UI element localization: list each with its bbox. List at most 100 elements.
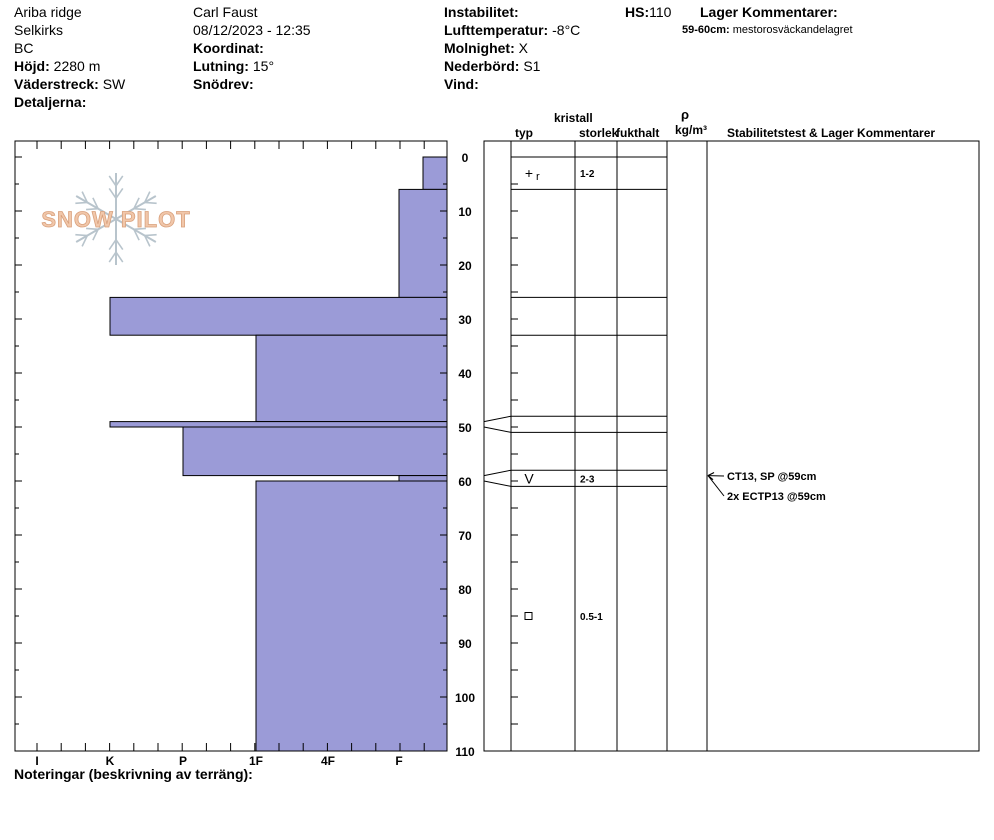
snowflake-branch xyxy=(144,201,157,205)
hardness-bar xyxy=(398,188,448,298)
aspect-label: Väderstreck: xyxy=(14,76,99,92)
snowflake-arm xyxy=(75,218,117,243)
col-crystal: kristall xyxy=(554,111,593,125)
snowflake-branch xyxy=(108,239,117,251)
stability-tests: CT13, SP @59cm 2x ECTP13 @59cm xyxy=(707,471,826,503)
snowflake-branch xyxy=(108,187,117,199)
hardness-bar xyxy=(182,426,448,477)
depth-axis: 0 10 20 30 40 50 60 70 80 90 100 110 xyxy=(15,151,475,759)
snowflake-branch xyxy=(115,251,124,263)
snowflake-arm xyxy=(75,195,117,220)
snowflake-branch xyxy=(133,227,146,231)
wind-label: Vind: xyxy=(444,76,479,92)
slope-label: Lutning: xyxy=(193,58,249,74)
snowflake-branch xyxy=(133,229,140,241)
crystal-suffix: r xyxy=(536,171,540,183)
hardness-bar xyxy=(422,156,448,190)
hardness-bar xyxy=(109,421,448,428)
aspect-row: Väderstreck: SW xyxy=(14,75,125,93)
layer-comment-text: mestorosväckandelagret xyxy=(732,24,853,36)
test-arrowhead xyxy=(707,472,715,480)
hardness-bar xyxy=(398,475,448,482)
wind-row: Vind: xyxy=(444,75,479,93)
snowflake-branch xyxy=(92,197,99,209)
region: BC xyxy=(14,40,34,56)
hardness-axis: I K P 1F 4F F xyxy=(35,141,425,768)
crystal-size: 2-3 xyxy=(580,474,595,485)
stability-test-label: 2x ECTP13 @59cm xyxy=(727,491,826,503)
depth-tick-label: 10 xyxy=(458,205,472,219)
snowflake-branch xyxy=(143,235,151,247)
crystal-size: 0.5-1 xyxy=(580,612,603,623)
sky-label: Molnighet: xyxy=(444,40,515,56)
elevation-value: 2280 m xyxy=(53,58,101,74)
site-name: Ariba ridge xyxy=(14,4,82,20)
coordinate-label: Koordinat: xyxy=(193,40,264,56)
snowflake-branch xyxy=(108,175,117,187)
snowflake-branch xyxy=(86,207,99,211)
hardness-tick-label: P xyxy=(179,754,187,768)
depth-tick-label: 0 xyxy=(462,151,469,165)
layer-connector xyxy=(483,426,512,433)
precip-row: Nederbörd: S1 xyxy=(444,57,540,75)
hardness-profile xyxy=(14,140,448,752)
snowflake-branch xyxy=(75,233,88,237)
snowflake-branch xyxy=(115,239,124,251)
hs-value: 110 xyxy=(649,4,672,20)
snowflake-branch xyxy=(86,227,99,231)
slope-value: 15° xyxy=(252,58,275,74)
depth-tick-label: 40 xyxy=(458,367,472,381)
col-type: typ xyxy=(515,126,533,140)
test-leader-line xyxy=(707,475,725,497)
hardness-bar xyxy=(255,334,448,423)
snowflake-branch xyxy=(92,229,99,241)
col-size: storlek xyxy=(579,126,619,140)
hardness-bar xyxy=(255,480,448,752)
details-label: Detaljerna: xyxy=(14,94,87,110)
col-stability: Stabilitetstest & Lager Kommentarer xyxy=(727,126,935,140)
stability-test-label: CT13, SP @59cm xyxy=(727,471,817,483)
layer-table-frame xyxy=(483,140,980,752)
observer: Carl Faust xyxy=(193,4,258,20)
snowflake-branch xyxy=(133,207,146,211)
layer-connector xyxy=(483,480,512,487)
coordinate-row: Koordinat: xyxy=(193,39,264,57)
precip-label: Nederbörd: xyxy=(444,58,520,74)
notes-label: Noteringar (beskrivning av terräng): xyxy=(14,766,253,782)
column-headers: kristall typ storlek fukthalt ρ kg/m³ St… xyxy=(515,107,935,140)
col-rho: ρ xyxy=(681,107,689,122)
layer-comment-range: 59-60cm: xyxy=(682,24,730,36)
depth-tick-label: 30 xyxy=(458,313,472,327)
col-density-unit: kg/m³ xyxy=(675,123,707,137)
snowflake-arm xyxy=(115,218,157,243)
snowflake-branch xyxy=(115,187,124,199)
hardness-tick-label: F xyxy=(395,754,402,768)
snowflake-arm xyxy=(115,195,157,220)
depth-tick-label: 110 xyxy=(455,745,475,759)
details-row: Detaljerna: xyxy=(14,93,86,111)
hardness-tick-label: I xyxy=(35,754,38,768)
mountain-range: Selkirks xyxy=(14,22,64,38)
depth-tick-label: 90 xyxy=(458,637,472,651)
snowflake-branch xyxy=(81,191,89,203)
hardness-bar xyxy=(109,296,448,336)
datetime: 08/12/2023 - 12:35 xyxy=(193,22,311,38)
hs-row: HS:110 xyxy=(625,3,671,21)
crystal-symbol: + xyxy=(525,165,533,181)
layer-comments-heading: Lager Kommentarer: xyxy=(700,4,838,20)
sky-row: Molnighet: X xyxy=(444,39,528,57)
depth-tick-label: 50 xyxy=(458,421,472,435)
instability-label: Instabilitet: xyxy=(444,4,519,20)
layer-connector xyxy=(483,415,512,423)
snowflake-branch xyxy=(133,197,140,209)
snowflake-branch xyxy=(75,201,88,205)
air-temp-row: Lufttemperatur: -8°C xyxy=(444,21,580,39)
crystal-size: 1-2 xyxy=(580,169,595,180)
drift-row: Snödrev: xyxy=(193,75,254,93)
layer-table xyxy=(483,140,980,752)
hardness-tick-label: 4F xyxy=(321,754,335,768)
depth-tick-label: 100 xyxy=(455,691,475,705)
hardness-tick-label: 1F xyxy=(249,754,263,768)
depth-tick-label: 20 xyxy=(458,259,472,273)
